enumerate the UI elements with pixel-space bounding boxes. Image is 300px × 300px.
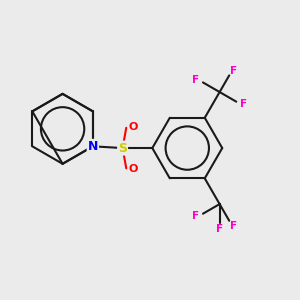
Text: F: F (192, 212, 200, 221)
Text: S: S (118, 142, 127, 154)
Text: O: O (128, 164, 137, 174)
Text: F: F (230, 220, 237, 230)
Text: O: O (128, 122, 137, 132)
Text: F: F (240, 99, 247, 110)
Text: F: F (192, 75, 200, 85)
Text: N: N (88, 140, 98, 153)
Text: F: F (230, 66, 237, 76)
Text: F: F (216, 224, 223, 234)
